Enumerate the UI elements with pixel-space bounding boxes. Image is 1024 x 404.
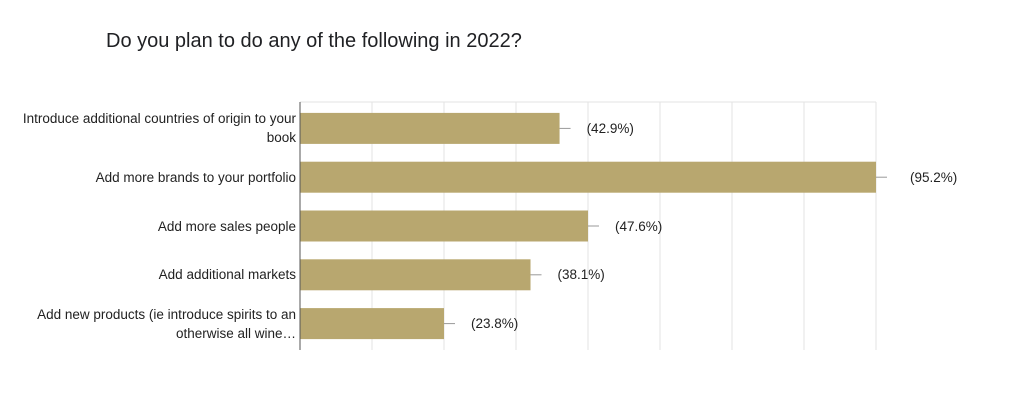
bar [300,161,876,193]
bars [300,112,887,340]
bar [300,259,531,291]
bar [300,308,444,340]
value-label: (47.6%) [615,218,663,234]
value-label: (42.9%) [586,120,634,136]
category-label: Add more sales people [157,218,296,234]
value-label: (38.1%) [557,267,605,283]
value-label: (95.2%) [910,169,958,185]
bar [300,210,588,242]
category-label: Add more brands to your portfolio [95,169,296,185]
category-label: Add additional markets [158,267,296,283]
category-label: Introduce additional countries of origin… [22,111,296,146]
category-label: Add new products (ie introduce spirits t… [37,306,296,341]
value-label: (23.8%) [471,316,519,332]
chart-title: Do you plan to do any of the following i… [106,30,522,52]
bar [300,112,560,144]
